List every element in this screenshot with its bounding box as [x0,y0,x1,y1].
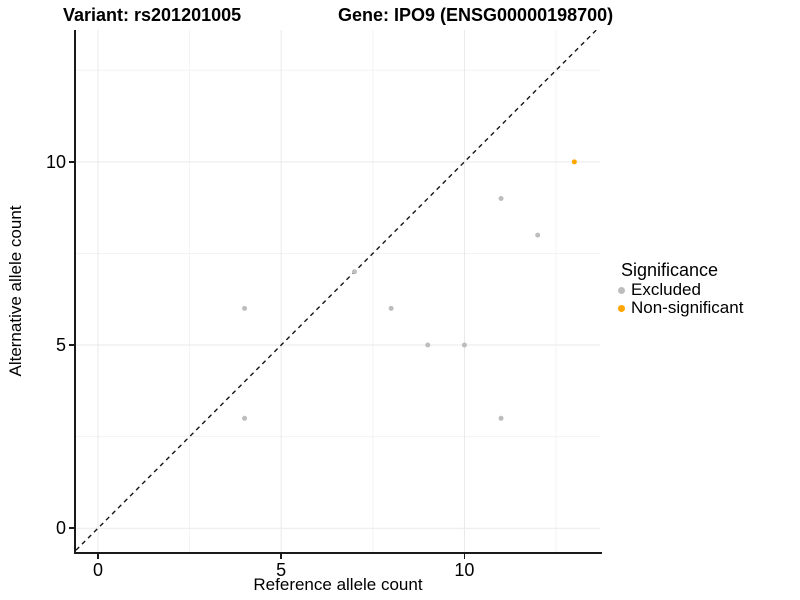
plot-panel [76,30,600,552]
x-axis-line [74,552,602,554]
legend-item-label: Non-significant [631,298,744,317]
legend-item-label: Excluded [631,280,701,299]
excluded-marker-icon [617,286,625,294]
data-point-excluded [498,196,504,202]
non-significant-marker-icon [617,304,625,312]
data-point-non-significant [571,159,577,165]
plot-title-gene: Gene: IPO9 (ENSG00000198700) [338,5,614,25]
data-point-excluded [461,342,467,348]
x-axis-tick [97,554,99,559]
y-axis-tick [69,527,74,529]
data-point-excluded [242,305,248,311]
legend: Significance Excluded Non-significant [614,259,743,317]
legend-item-non-significant: Non-significant [614,298,744,317]
data-point-excluded [498,415,504,421]
x-axis-tick-label: 5 [276,560,287,580]
data-point-excluded [351,269,357,275]
y-axis-tick [69,161,74,163]
legend-item-excluded: Excluded [614,280,743,299]
x-axis-title: Reference allele count [253,575,423,594]
y-axis-title: Alternative allele count [6,205,25,377]
plot-title-variant: Variant: rs201201005 [63,5,242,25]
plot-canvas [76,30,600,552]
x-axis-tick-label: 0 [92,560,103,580]
y-axis-tick-label: 5 [55,335,66,356]
x-axis-tick [463,554,466,559]
y-axis-tick [69,344,74,346]
data-point-excluded [388,305,394,311]
y-axis-tick-label: 0 [55,518,66,539]
legend-title: Significance [621,260,719,280]
data-point-excluded [242,415,248,421]
identity-line [76,30,598,551]
x-axis-tick-label: 10 [454,560,475,580]
y-axis-line [74,30,76,554]
y-axis-tick-label: 10 [45,151,66,172]
x-axis-tick [280,554,282,559]
data-point-excluded [535,232,541,238]
data-point-excluded [425,342,431,348]
